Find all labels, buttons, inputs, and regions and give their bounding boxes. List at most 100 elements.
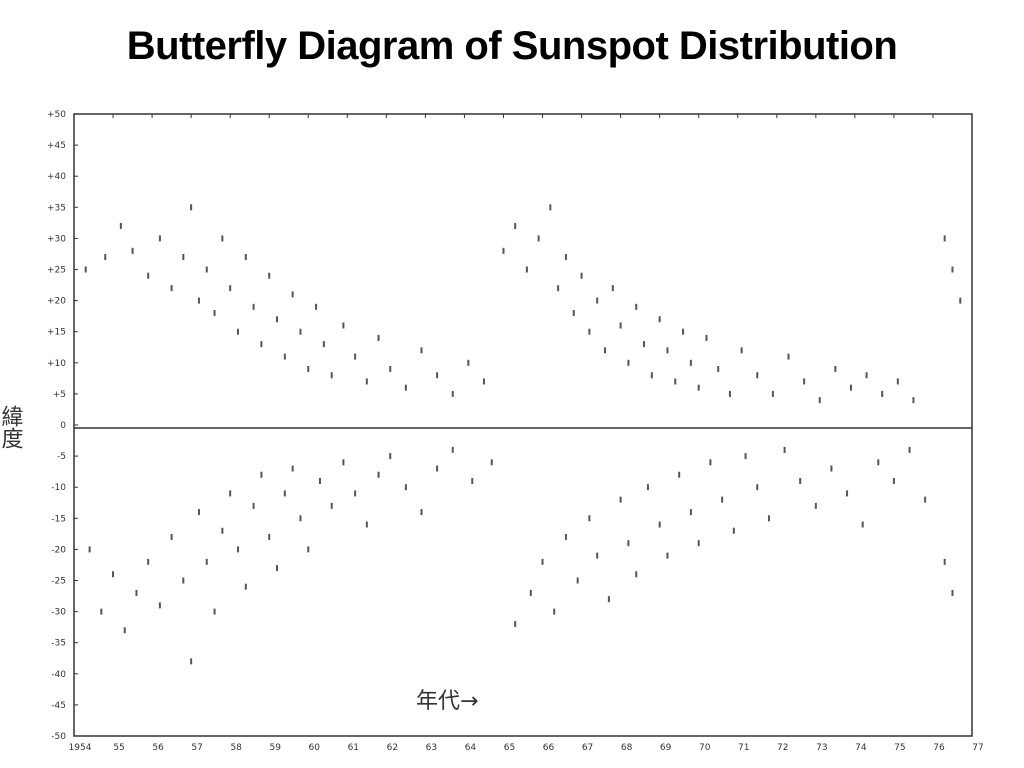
sunspot-point-south (814, 502, 817, 509)
sunspot-point-north (959, 297, 962, 304)
x-tick-label: 63 (426, 743, 437, 753)
sunspot-point-south (861, 521, 864, 528)
sunspot-point-north (377, 334, 380, 341)
x-tick-label: 74 (855, 743, 867, 753)
sunspot-point-north (674, 378, 677, 385)
sunspot-point-south (529, 589, 532, 596)
sunspot-point-north (705, 334, 708, 341)
sunspot-point-south (197, 509, 200, 516)
y-tick-label: +35 (47, 203, 66, 213)
sunspot-point-north (229, 285, 232, 292)
sunspot-point-south (490, 459, 493, 466)
sunspot-point-north (244, 254, 247, 261)
sunspot-point-south (276, 565, 279, 572)
sunspot-point-north (147, 272, 150, 279)
sunspot-point-north (896, 378, 899, 385)
sunspot-point-north (84, 266, 87, 273)
sunspot-point-south (635, 571, 638, 578)
sunspot-point-south (541, 558, 544, 565)
sunspot-point-south (135, 589, 138, 596)
sunspot-point-north (252, 303, 255, 310)
sunspot-point-south (576, 577, 579, 584)
y-tick-label: -5 (57, 452, 66, 462)
sunspot-point-north (728, 390, 731, 397)
sunspot-point-north (818, 397, 821, 404)
sunspot-point-south (244, 583, 247, 590)
sunspot-point-north (291, 291, 294, 298)
sunspot-point-north (236, 328, 239, 335)
sunspot-point-north (635, 303, 638, 310)
sunspot-point-south (330, 502, 333, 509)
sunspot-point-north (580, 272, 583, 279)
sunspot-point-north (537, 235, 540, 242)
sunspot-point-north (787, 353, 790, 360)
x-ticks: 1954 55 56 57 58 59 60 61 62 63 64 65 66 67 68 69 70 71 72… (69, 114, 984, 753)
y-tick-label: +50 (47, 110, 66, 120)
sunspot-point-south (236, 546, 239, 553)
sunspot-point-north (482, 378, 485, 385)
sunspot-point-south (260, 471, 263, 478)
sunspot-point-south (607, 596, 610, 603)
sunspot-point-south (377, 471, 380, 478)
y-tick-label: +10 (47, 359, 66, 369)
x-tick-label: 75 (894, 743, 905, 753)
sunspot-point-north (119, 222, 122, 229)
sunspot-point-south (123, 627, 126, 634)
sunspot-point-north (299, 328, 302, 335)
sunspot-point-south (451, 446, 454, 453)
sunspot-point-north (881, 390, 884, 397)
x-tick-label: 58 (230, 743, 242, 753)
sunspot-point-south (924, 496, 927, 503)
sunspot-point-south (619, 496, 622, 503)
x-tick-label: 1954 (69, 743, 92, 753)
sunspot-point-north (389, 366, 392, 373)
sunspot-point-north (756, 372, 759, 379)
sunspot-point-south (830, 465, 833, 472)
sunspot-point-north (436, 372, 439, 379)
x-tick-label: 73 (816, 743, 827, 753)
sunspot-point-north (557, 285, 560, 292)
plot-frame (73, 113, 973, 737)
x-tick-label: 70 (699, 743, 711, 753)
sunspot-point-south (564, 533, 567, 540)
sunspot-point-south (799, 477, 802, 484)
sunspot-point-north (689, 359, 692, 366)
sunspot-point-south (471, 477, 474, 484)
sunspot-point-south (943, 558, 946, 565)
sunspot-point-north (205, 266, 208, 273)
sunspot-point-south (112, 571, 115, 578)
sunspot-point-south (88, 546, 91, 553)
sunspot-point-south (689, 509, 692, 516)
sunspot-point-north (771, 390, 774, 397)
sunspot-point-south (147, 558, 150, 565)
sunspot-point-south (646, 484, 649, 491)
sunspot-point-north (283, 353, 286, 360)
y-tick-label: -50 (51, 732, 66, 742)
sunspot-point-north (260, 341, 263, 348)
sunspot-point-south (596, 552, 599, 559)
sunspot-point-south (404, 484, 407, 491)
y-tick-label: +30 (47, 234, 66, 244)
sunspot-point-south (354, 490, 357, 497)
x-tick-label: 59 (269, 743, 281, 753)
sunspot-point-south (588, 515, 591, 522)
sunspot-point-north (834, 366, 837, 373)
sunspot-point-south (342, 459, 345, 466)
sunspot-point-south (709, 459, 712, 466)
y-tick-label: +25 (47, 266, 66, 276)
sunspot-point-south (268, 533, 271, 540)
y-tick-label: -25 (51, 577, 66, 587)
sunspot-point-north (190, 204, 193, 211)
x-tick-label: 66 (543, 743, 555, 753)
x-tick-label: 71 (738, 743, 749, 753)
x-tick-label: 72 (777, 743, 788, 753)
sunspot-point-south (182, 577, 185, 584)
sunspot-point-north (221, 235, 224, 242)
sunspot-point-north (131, 247, 134, 254)
sunspot-point-north (803, 378, 806, 385)
sunspot-point-south (252, 502, 255, 509)
sunspot-point-south (299, 515, 302, 522)
sunspot-point-south (783, 446, 786, 453)
sunspot-point-north (158, 235, 161, 242)
sunspot-point-north (404, 384, 407, 391)
